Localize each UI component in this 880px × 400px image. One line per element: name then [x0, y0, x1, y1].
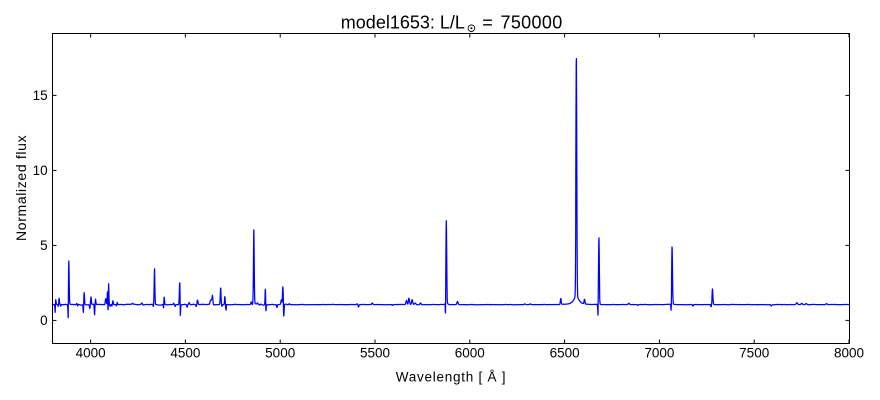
svg-text:=: = — [482, 12, 493, 32]
svg-text:8000: 8000 — [834, 346, 864, 361]
svg-text:Normalized flux: Normalized flux — [13, 135, 29, 241]
svg-text:4500: 4500 — [170, 346, 200, 361]
svg-text:15: 15 — [33, 88, 48, 103]
svg-text:4000: 4000 — [76, 346, 106, 361]
svg-text:6000: 6000 — [455, 346, 485, 361]
svg-text:7500: 7500 — [739, 346, 769, 361]
svg-text:model1653: L/L: model1653: L/L — [341, 12, 465, 32]
svg-text:5000: 5000 — [265, 346, 295, 361]
svg-text:5: 5 — [40, 238, 48, 253]
svg-text:0: 0 — [40, 313, 48, 328]
svg-text:750000: 750000 — [501, 12, 563, 32]
svg-text:10: 10 — [33, 163, 48, 178]
svg-text:5500: 5500 — [360, 346, 390, 361]
svg-text:Wavelength [ Å ]: Wavelength [ Å ] — [396, 369, 507, 384]
svg-text:7000: 7000 — [644, 346, 674, 361]
svg-text:6500: 6500 — [550, 346, 580, 361]
